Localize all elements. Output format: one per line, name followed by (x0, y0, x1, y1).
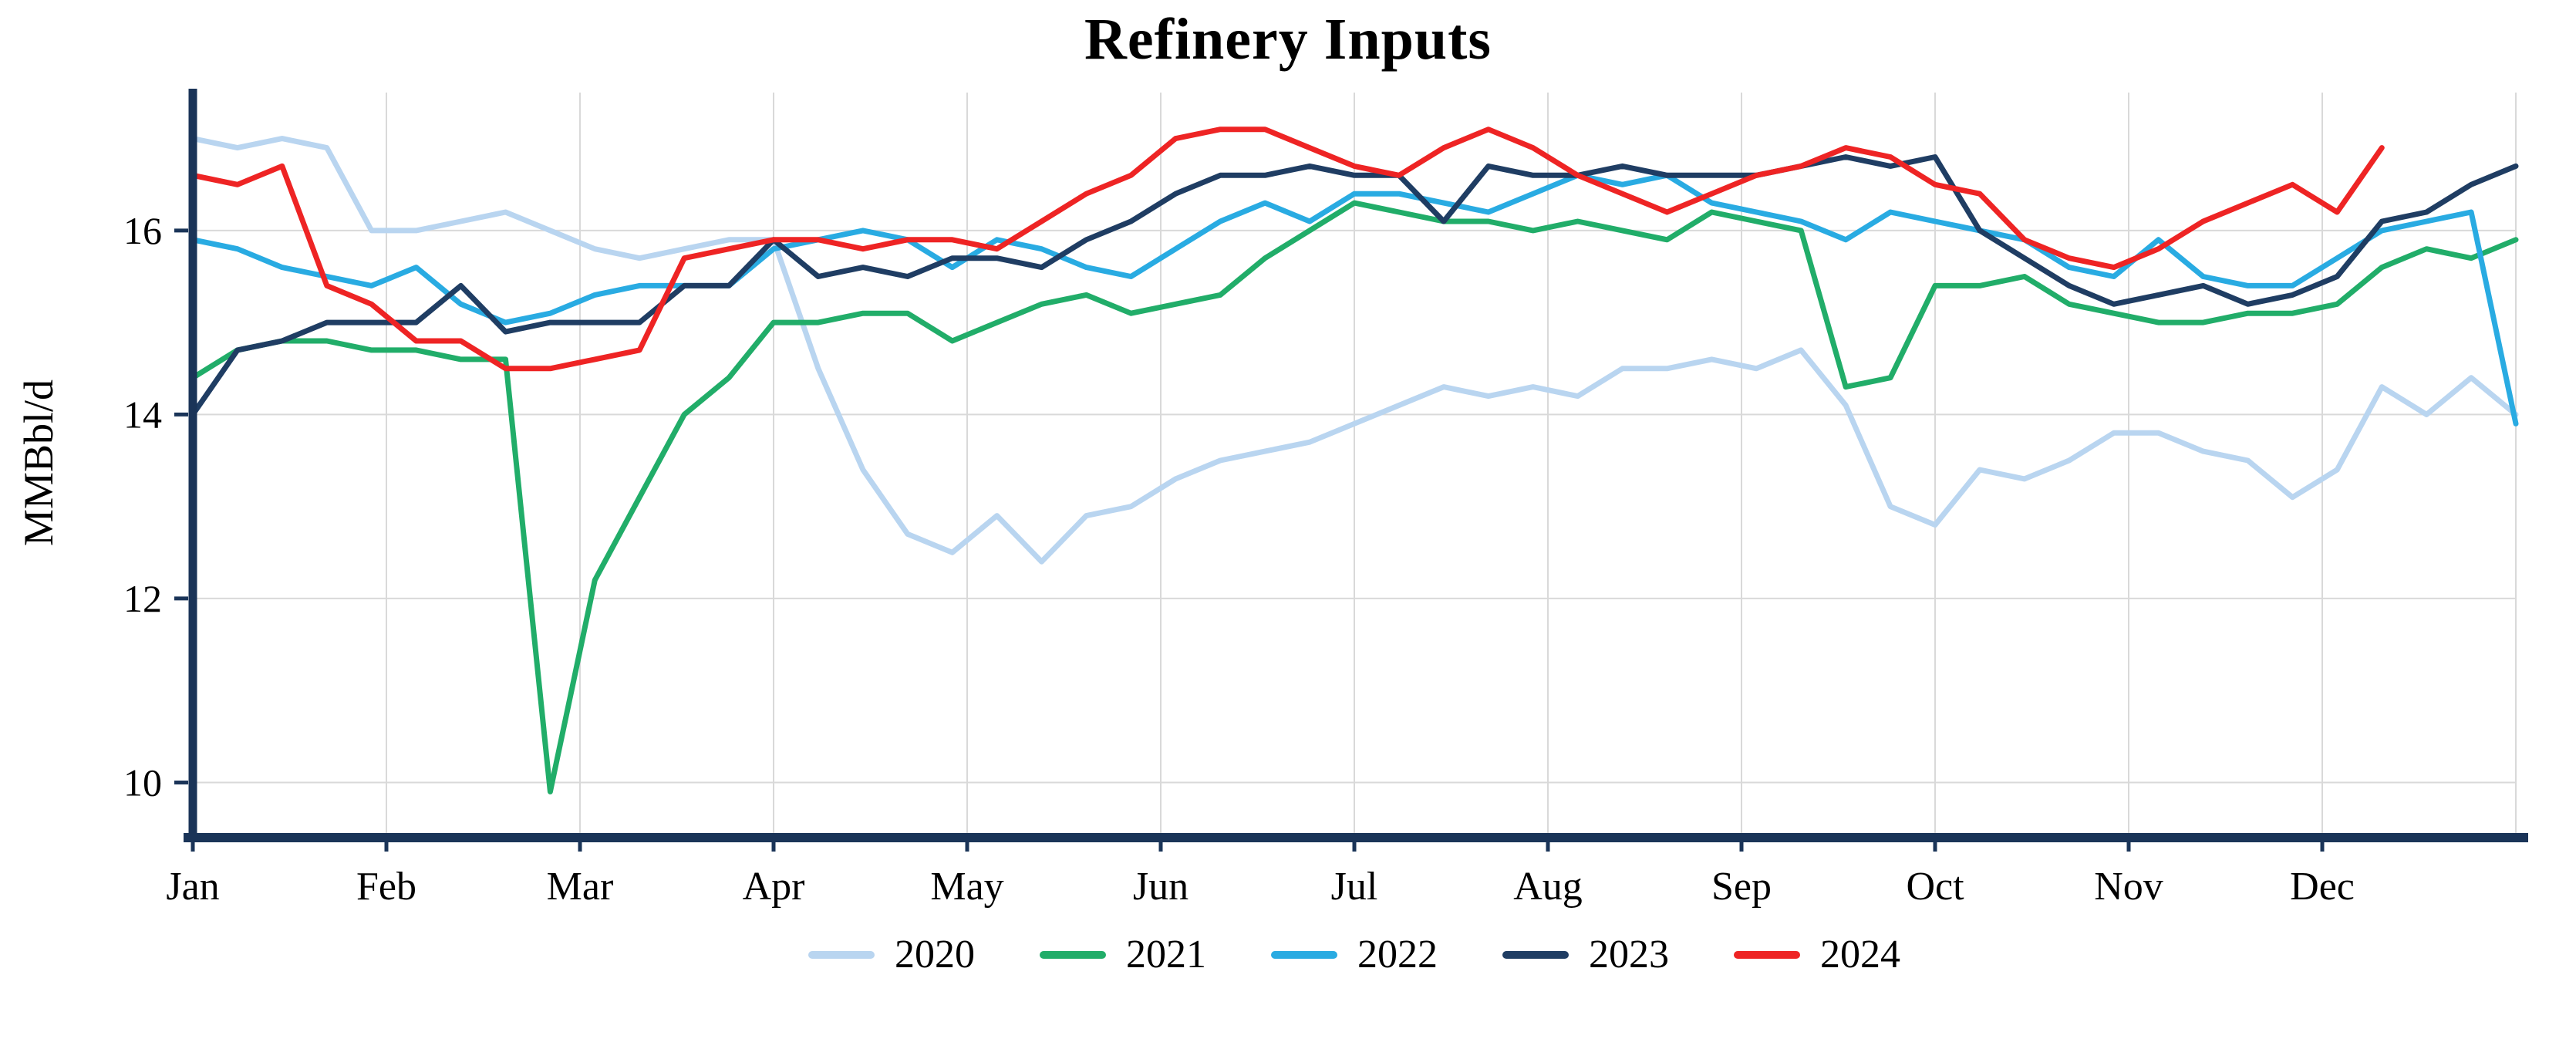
y-tick-label: 12 (123, 577, 162, 620)
legend-swatch-2023 (1502, 950, 1569, 959)
series-line-2024 (190, 126, 2385, 372)
legend-item-2022: 2022 (1271, 932, 1438, 977)
legend-label-2020: 2020 (895, 933, 975, 976)
legend-swatch-2024 (1734, 950, 1800, 959)
x-tick-label: May (930, 865, 1003, 909)
x-tick-label: Aug (1513, 865, 1583, 909)
legend-item-2023: 2023 (1502, 932, 1669, 977)
y-tick-label: 10 (123, 761, 162, 804)
legend-item-2021: 2021 (1040, 932, 1206, 977)
legend-label-2024: 2024 (1820, 933, 1900, 976)
series-line-2023 (190, 154, 2519, 417)
series-line-2022 (190, 172, 2519, 427)
series-line-2021 (190, 200, 2519, 794)
legend-label-2021: 2021 (1126, 933, 1206, 976)
legend-swatch-2022 (1271, 950, 1337, 959)
x-tick-label: Feb (356, 865, 416, 909)
x-tick-label: Dec (2290, 865, 2355, 909)
chart-title: Refinery Inputs (1084, 7, 1492, 72)
legend-swatch-2021 (1040, 950, 1106, 959)
x-tick-label: Mar (547, 865, 614, 909)
x-tick-label: Oct (1906, 865, 1964, 909)
y-tick-label: 16 (123, 209, 162, 252)
legend-label-2022: 2022 (1357, 933, 1438, 976)
chart-legend: 2020 2021 2022 2023 2024 (193, 932, 2516, 977)
x-tick-label: Jul (1331, 865, 1378, 909)
x-tick-label: Jun (1133, 865, 1189, 909)
legend-swatch-2020 (808, 950, 875, 959)
x-tick-label: Sep (1711, 865, 1772, 909)
x-tick-label: Jan (166, 865, 219, 909)
y-tick-label: 14 (123, 393, 162, 436)
series-line-2020 (190, 136, 2519, 565)
x-tick-label: Apr (743, 865, 805, 909)
legend-item-2020: 2020 (808, 932, 975, 977)
legend-item-2024: 2024 (1734, 932, 1900, 977)
x-tick-label: Nov (2094, 865, 2163, 909)
legend-label-2023: 2023 (1589, 933, 1669, 976)
